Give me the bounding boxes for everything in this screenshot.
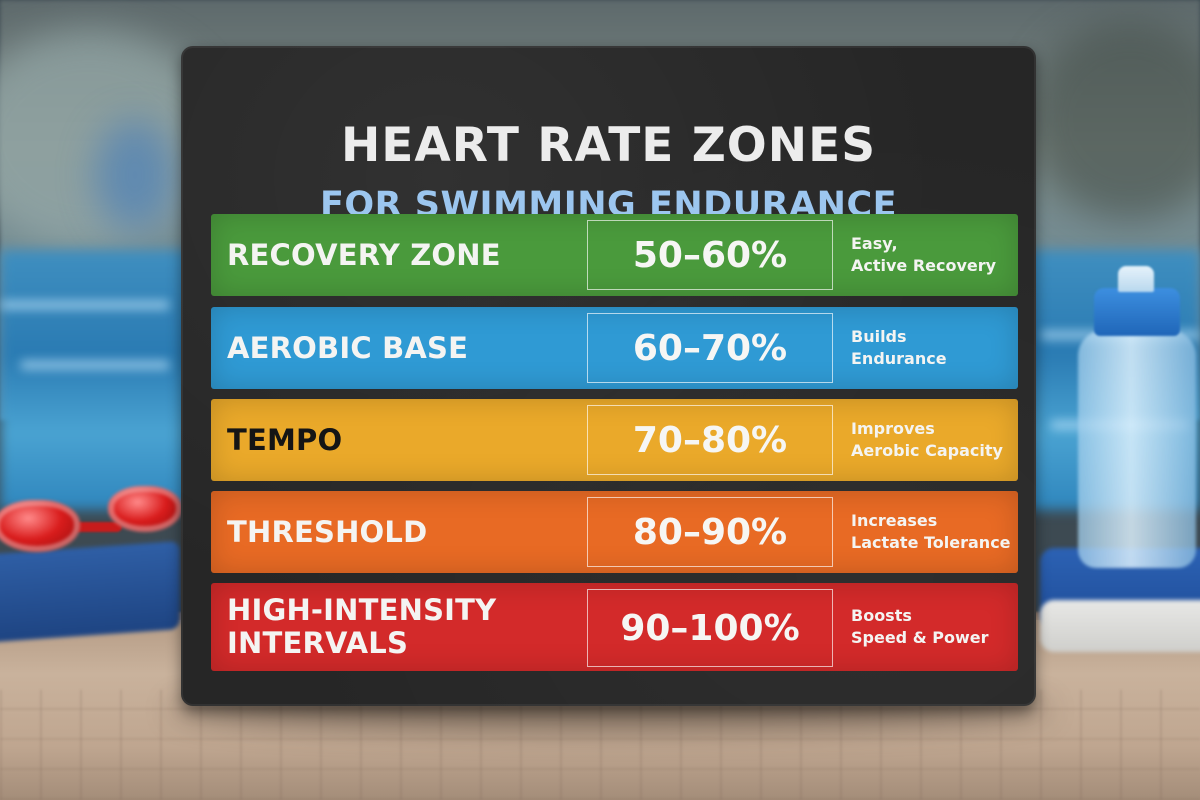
zone-row-high-intensity: HIGH-INTENSITY INTERVALS 90–100% Boosts … bbox=[211, 583, 1018, 671]
zone-name: RECOVERY ZONE bbox=[227, 237, 501, 272]
sign-title: HEART RATE ZONES bbox=[340, 118, 877, 173]
water-bottle-icon bbox=[1078, 330, 1196, 568]
zone-description-line: Active Recovery bbox=[851, 256, 997, 275]
zone-row-tempo: TEMPO 70–80% Improves Aerobic Capacity bbox=[211, 399, 1018, 481]
zone-name: TEMPO bbox=[227, 422, 343, 457]
zone-name-line: HIGH-INTENSITY bbox=[227, 593, 497, 627]
zone-description-line: Speed & Power bbox=[851, 628, 989, 647]
zone-description-line: Increases bbox=[851, 511, 938, 530]
pool-reflection bbox=[0, 300, 170, 310]
zone-description-line: Lactate Tolerance bbox=[851, 533, 1011, 552]
zone-description-line: Endurance bbox=[851, 349, 947, 368]
zone-name: THRESHOLD bbox=[227, 514, 428, 549]
zone-description-line: Easy, bbox=[851, 234, 898, 253]
zone-description: Boosts Speed & Power bbox=[851, 583, 1016, 671]
zone-name: AEROBIC BASE bbox=[227, 330, 469, 365]
zone-description-line: Improves bbox=[851, 419, 935, 438]
towel-white bbox=[1040, 600, 1200, 652]
zone-percent: 60–70% bbox=[587, 313, 833, 383]
goggles-icon bbox=[0, 500, 80, 552]
kickboard bbox=[0, 541, 180, 643]
zone-description-line: Aerobic Capacity bbox=[851, 441, 1003, 460]
deck-tiles bbox=[0, 690, 1200, 800]
zone-description-line: Boosts bbox=[851, 606, 912, 625]
zone-row-aerobic-base: AEROBIC BASE 60–70% Builds Endurance bbox=[211, 307, 1018, 389]
zone-description: Improves Aerobic Capacity bbox=[851, 399, 1016, 481]
zone-row-threshold: THRESHOLD 80–90% Increases Lactate Toler… bbox=[211, 491, 1018, 573]
background-blur-dark bbox=[1030, 20, 1200, 220]
zone-percent: 80–90% bbox=[587, 497, 833, 567]
zone-description-line: Builds bbox=[851, 327, 907, 346]
bottle-spout bbox=[1118, 266, 1154, 292]
zone-row-recovery: RECOVERY ZONE 50–60% Easy, Active Recove… bbox=[211, 214, 1018, 296]
zone-description: Increases Lactate Tolerance bbox=[851, 491, 1016, 573]
background-blur-figure bbox=[95, 120, 175, 230]
heart-rate-zones-sign: HEART RATE ZONES FOR SWIMMING ENDURANCE … bbox=[181, 46, 1036, 706]
zone-description: Builds Endurance bbox=[851, 307, 1016, 389]
pool-reflection bbox=[20, 360, 170, 370]
bottle-cap bbox=[1094, 288, 1180, 336]
zone-percent: 90–100% bbox=[587, 589, 833, 667]
goggles-strap bbox=[62, 522, 122, 532]
zone-name: HIGH-INTENSITY INTERVALS bbox=[227, 583, 577, 671]
goggles-icon bbox=[108, 486, 182, 532]
zone-percent: 70–80% bbox=[587, 405, 833, 475]
zone-description: Easy, Active Recovery bbox=[851, 214, 1016, 296]
zone-name-line: INTERVALS bbox=[227, 626, 409, 660]
zone-percent: 50–60% bbox=[587, 220, 833, 290]
